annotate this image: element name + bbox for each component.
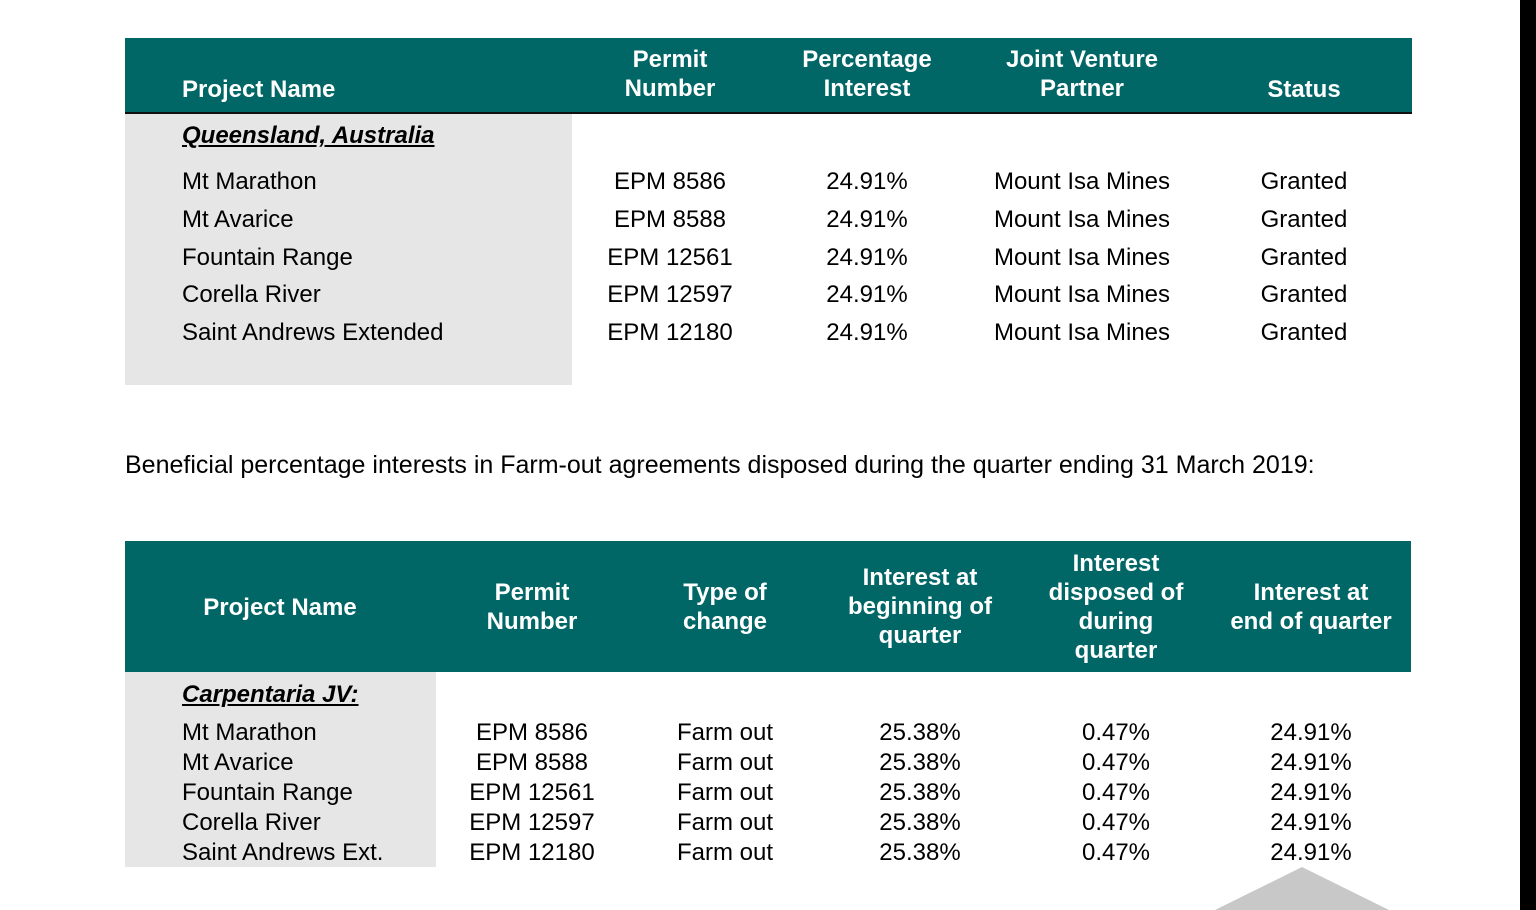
t1-cell-partner: Mount Isa Mines xyxy=(993,206,1171,233)
t1-cell-interest: 24.91% xyxy=(826,206,908,233)
farm-out-paragraph: Beneficial percentage interests in Farm-… xyxy=(125,451,1315,479)
t2-header-permit-number: Permit Number xyxy=(486,579,578,635)
t1-cell-permit: EPM 8586 xyxy=(613,168,727,195)
t2-cell-disposed: 0.47% xyxy=(1081,779,1151,806)
t2-cell-permit: EPM 8588 xyxy=(475,749,589,776)
t1-cell-interest: 24.91% xyxy=(826,244,908,271)
t1-cell-permit: EPM 12561 xyxy=(607,244,733,271)
t2-cell-begin: 25.38% xyxy=(879,779,961,806)
window-edge xyxy=(1520,0,1536,910)
t1-cell-interest: 24.91% xyxy=(826,168,908,195)
t1-cell-status: Granted xyxy=(1260,168,1348,195)
t2-header-project-name: Project Name xyxy=(203,594,357,621)
t2-cell-end: 24.91% xyxy=(1270,749,1352,776)
t1-cell-project: Saint Andrews Extended xyxy=(182,319,444,346)
t1-cell-project: Mt Avarice xyxy=(182,206,294,233)
t1-cell-permit: EPM 12597 xyxy=(607,281,733,308)
t1-cell-partner: Mount Isa Mines xyxy=(993,319,1171,346)
scroll-up-arrow-icon[interactable] xyxy=(1215,867,1389,910)
t2-cell-permit: EPM 8586 xyxy=(475,719,589,746)
t1-cell-status: Granted xyxy=(1260,206,1348,233)
t2-cell-begin: 25.38% xyxy=(879,839,961,866)
t1-header-project-name: Project Name xyxy=(182,76,336,103)
t1-cell-status: Granted xyxy=(1260,281,1348,308)
t2-cell-type: Farm out xyxy=(676,779,774,806)
t1-cell-permit: EPM 12180 xyxy=(607,319,733,346)
t2-cell-end: 24.91% xyxy=(1270,809,1352,836)
t1-header-jv-partner: Joint Venture Partner xyxy=(1005,46,1159,102)
t2-cell-permit: EPM 12561 xyxy=(469,779,595,806)
t1-header-permit-number: Permit Number xyxy=(624,46,716,102)
table1-header: Project Name Permit Number Percentage In… xyxy=(125,38,1412,114)
t2-section-heading: Carpentaria JV: xyxy=(182,681,359,708)
t2-cell-type: Farm out xyxy=(676,839,774,866)
t2-cell-type: Farm out xyxy=(676,719,774,746)
t1-cell-project: Fountain Range xyxy=(182,244,353,271)
t1-cell-project: Corella River xyxy=(182,281,321,308)
t1-header-status: Status xyxy=(1267,76,1341,103)
t2-header-interest-beginning: Interest at beginning of quarter xyxy=(848,564,992,649)
t1-cell-interest: 24.91% xyxy=(826,281,908,308)
t2-cell-type: Farm out xyxy=(676,809,774,836)
t2-cell-disposed: 0.47% xyxy=(1081,809,1151,836)
t2-cell-disposed: 0.47% xyxy=(1081,749,1151,776)
t1-section-heading: Queensland, Australia xyxy=(182,122,435,149)
t1-cell-permit: EPM 8588 xyxy=(613,206,727,233)
t2-cell-disposed: 0.47% xyxy=(1081,839,1151,866)
t1-cell-partner: Mount Isa Mines xyxy=(993,168,1171,195)
t2-cell-project: Corella River xyxy=(182,809,321,836)
t2-cell-permit: EPM 12180 xyxy=(469,839,595,866)
t2-cell-disposed: 0.47% xyxy=(1081,719,1151,746)
t2-cell-project: Fountain Range xyxy=(182,779,353,806)
t2-cell-end: 24.91% xyxy=(1270,779,1352,806)
t2-header-interest-end: Interest at end of quarter xyxy=(1230,579,1392,635)
t1-header-percentage-interest: Percentage Interest xyxy=(802,46,932,102)
t1-cell-partner: Mount Isa Mines xyxy=(993,244,1171,271)
table1-name-column-shade xyxy=(125,114,572,385)
t2-cell-permit: EPM 12597 xyxy=(469,809,595,836)
t2-cell-type: Farm out xyxy=(676,749,774,776)
t1-cell-interest: 24.91% xyxy=(826,319,908,346)
t2-cell-project: Saint Andrews Ext. xyxy=(182,839,384,866)
t2-cell-begin: 25.38% xyxy=(879,809,961,836)
t2-cell-end: 24.91% xyxy=(1270,839,1352,866)
t2-header-interest-disposed: Interest disposed of during quarter xyxy=(1048,550,1184,664)
table2-header: Project Name Permit Number Type of chang… xyxy=(125,541,1411,672)
table2-name-column-shade xyxy=(125,672,436,867)
t1-cell-status: Granted xyxy=(1260,319,1348,346)
t2-cell-begin: 25.38% xyxy=(879,749,961,776)
t2-cell-project: Mt Marathon xyxy=(182,719,317,746)
t2-cell-project: Mt Avarice xyxy=(182,749,294,776)
t2-cell-end: 24.91% xyxy=(1270,719,1352,746)
t1-cell-status: Granted xyxy=(1260,244,1348,271)
t2-cell-begin: 25.38% xyxy=(879,719,961,746)
t2-header-type-of-change: Type of change xyxy=(682,579,768,635)
t1-cell-partner: Mount Isa Mines xyxy=(993,281,1171,308)
t1-cell-project: Mt Marathon xyxy=(182,168,317,195)
